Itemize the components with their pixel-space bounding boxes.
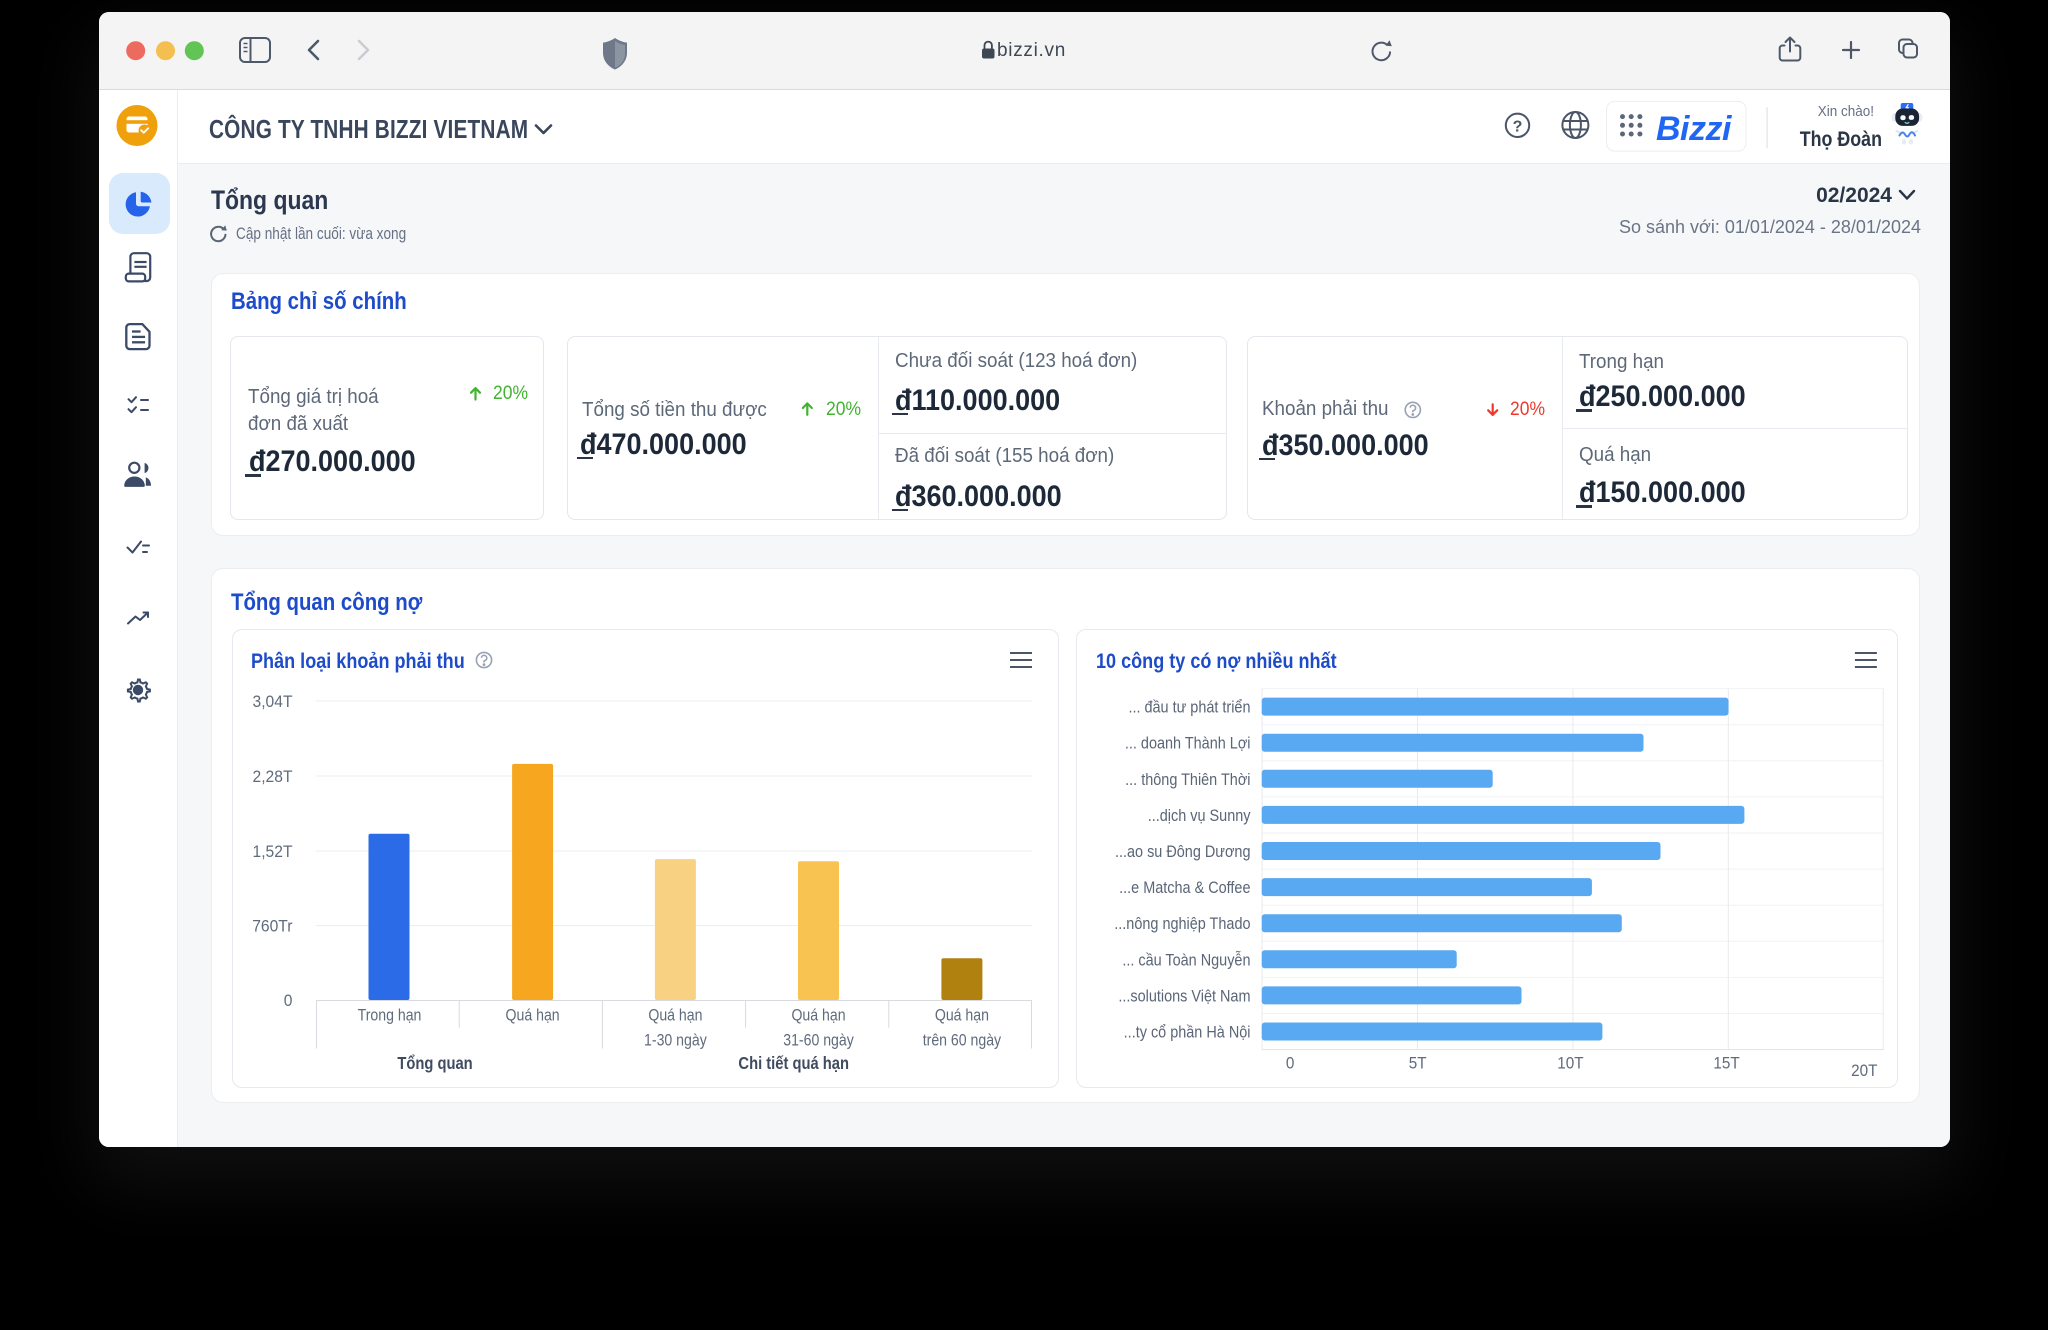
svg-text:Quá hạn: Quá hạn	[506, 1006, 560, 1024]
svg-text:... đầu tư phát triển: ... đầu tư phát triển	[1128, 698, 1250, 717]
svg-text:0: 0	[284, 991, 293, 1010]
svg-text:Bizzi: Bizzi	[1656, 110, 1733, 148]
svg-text:... doanh Thành Lợi: ... doanh Thành Lợi	[1125, 735, 1251, 753]
svg-text:Quá hạn: Quá hạn	[648, 1006, 702, 1024]
svg-text:Quá hạn: Quá hạn	[791, 1006, 845, 1024]
svg-text:... cầu Toàn Nguyễn: ... cầu Toàn Nguyễn	[1122, 949, 1250, 969]
svg-text:2,28T: 2,28T	[253, 767, 293, 786]
svg-text:1,52T: 1,52T	[253, 842, 293, 861]
svg-text:760Tr: 760Tr	[252, 917, 293, 936]
svg-text:5T: 5T	[1409, 1054, 1427, 1073]
svg-text:...e Matcha & Coffee: ...e Matcha & Coffee	[1119, 879, 1251, 897]
svg-text:20T: 20T	[1851, 1061, 1877, 1080]
svg-text:Chi tiết quá hạn: Chi tiết quá hạn	[738, 1054, 849, 1074]
svg-text:15T: 15T	[1713, 1054, 1739, 1073]
svg-text:Tổng quan: Tổng quan	[397, 1054, 472, 1074]
svg-text:1-30 ngày: 1-30 ngày	[644, 1031, 707, 1049]
svg-text:3,04T: 3,04T	[253, 692, 293, 711]
svg-text:10T: 10T	[1557, 1054, 1583, 1073]
svg-text:trên 60 ngày: trên 60 ngày	[923, 1031, 1002, 1049]
svg-text:0: 0	[1286, 1054, 1295, 1073]
svg-text:...ao su Đông Dương: ...ao su Đông Dương	[1115, 843, 1251, 861]
svg-text:?: ?	[1513, 118, 1523, 135]
svg-text:Trong hạn: Trong hạn	[358, 1006, 422, 1024]
svg-text:...dịch vụ Sunny: ...dịch vụ Sunny	[1148, 807, 1251, 825]
svg-text:...solutions Việt Nam: ...solutions Việt Nam	[1118, 987, 1250, 1005]
svg-text:Quá hạn: Quá hạn	[935, 1006, 989, 1024]
svg-text:...ty cổ phần Hà Nội: ...ty cổ phần Hà Nội	[1124, 1022, 1251, 1041]
svg-text:31-60 ngày: 31-60 ngày	[783, 1031, 854, 1049]
svg-text:...nông nghiệp Thado: ...nông nghiệp Thado	[1114, 915, 1250, 933]
svg-text:... thông Thiên Thời: ... thông Thiên Thời	[1125, 771, 1250, 789]
